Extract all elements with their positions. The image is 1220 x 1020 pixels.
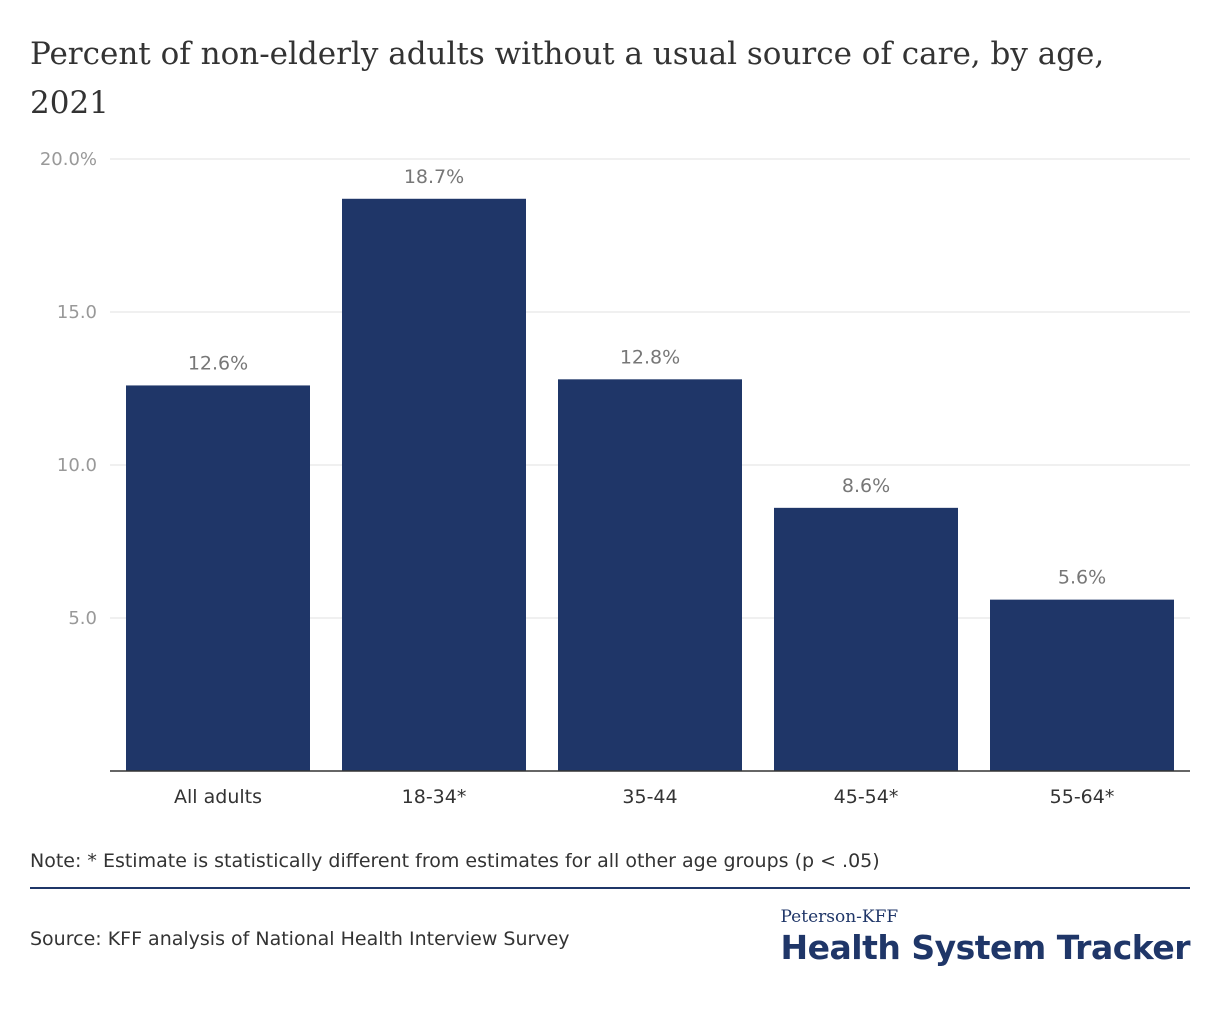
data-label: 12.6% xyxy=(188,352,248,374)
chart-note: Note: * Estimate is statistically differ… xyxy=(30,850,880,872)
chart-title: Percent of non-elderly adults without a … xyxy=(30,36,1105,121)
chart-source: Source: KFF analysis of National Health … xyxy=(30,928,570,950)
data-label: 12.8% xyxy=(620,346,680,368)
x-tick-label: 18-34* xyxy=(402,786,467,808)
y-tick-label: 10.0 xyxy=(57,455,97,476)
data-label: 18.7% xyxy=(404,166,464,188)
bar xyxy=(342,198,526,771)
bar xyxy=(990,599,1174,771)
y-tick-label: 5.0 xyxy=(68,608,97,629)
x-tick-label: 45-54* xyxy=(834,786,899,808)
y-tick-label: 15.0 xyxy=(57,302,97,323)
y-tick-label: 20.0% xyxy=(40,149,97,170)
logo-title: Health System Tracker xyxy=(780,928,1191,967)
x-tick-label: 35-44 xyxy=(622,786,677,808)
x-tick-label: 55-64* xyxy=(1050,786,1115,808)
footer-divider xyxy=(30,887,1190,889)
data-label: 5.6% xyxy=(1058,567,1106,589)
logo-subtitle: Peterson-KFF xyxy=(780,907,899,927)
data-label: 8.6% xyxy=(842,475,890,497)
bar-chart: 5.0 10.0 15.0 20.0% 12.6% All adults 18.7% 18-3… xyxy=(40,149,1190,808)
x-tick-label: All adults xyxy=(174,786,262,808)
brand-logo: Peterson-KFF Health System Tracker xyxy=(781,906,1191,968)
bar xyxy=(558,379,742,771)
bar xyxy=(774,507,958,771)
bar xyxy=(126,385,310,771)
